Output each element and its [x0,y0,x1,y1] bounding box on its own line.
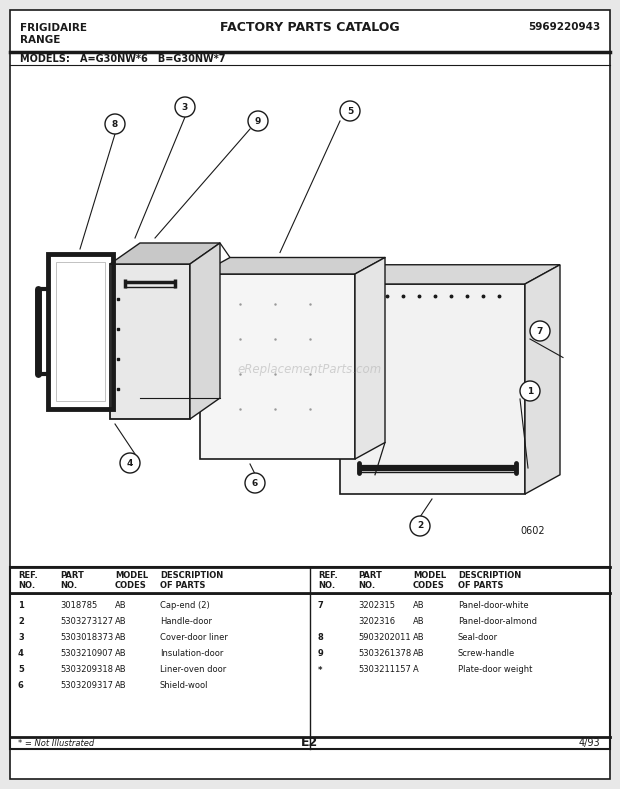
Polygon shape [200,257,385,274]
Polygon shape [110,243,220,264]
Text: CODES: CODES [115,581,147,589]
Text: AB: AB [115,682,126,690]
Text: MODEL: MODEL [413,571,446,581]
Text: 5: 5 [18,665,24,675]
Circle shape [120,453,140,473]
Text: eReplacementParts.com: eReplacementParts.com [238,362,382,376]
Text: 3202316: 3202316 [358,618,395,626]
Text: 3: 3 [18,634,24,642]
Text: 4/93: 4/93 [578,738,600,748]
Text: MODEL: MODEL [115,571,148,581]
Polygon shape [200,274,355,459]
Polygon shape [190,243,220,419]
Text: Liner-oven door: Liner-oven door [160,665,226,675]
Text: 8: 8 [112,119,118,129]
Text: FACTORY PARTS CATALOG: FACTORY PARTS CATALOG [220,21,400,33]
Text: Panel-door-almond: Panel-door-almond [458,618,537,626]
Circle shape [175,97,195,117]
Text: 0602: 0602 [520,526,544,536]
Text: AB: AB [115,665,126,675]
Polygon shape [355,257,385,459]
Circle shape [520,381,540,401]
Text: 5303018373: 5303018373 [60,634,113,642]
Text: Seal-door: Seal-door [458,634,498,642]
Text: 5303211157: 5303211157 [358,665,411,675]
Bar [48,254,113,409]
Text: PART: PART [60,571,84,581]
Text: 3018785: 3018785 [60,601,97,611]
Text: 9: 9 [318,649,324,659]
Circle shape [410,516,430,536]
Text: Shield-wool: Shield-wool [160,682,208,690]
Circle shape [245,473,265,493]
Circle shape [530,321,550,341]
Text: E2: E2 [301,736,319,750]
Text: 4: 4 [127,458,133,468]
Text: Cover-door liner: Cover-door liner [160,634,228,642]
Text: 5903202011: 5903202011 [358,634,410,642]
Text: 3202315: 3202315 [358,601,395,611]
Bar [10,567,610,749]
Polygon shape [340,284,525,494]
Text: Plate-door weight: Plate-door weight [458,665,533,675]
Text: 2: 2 [417,522,423,530]
Text: 7: 7 [537,327,543,335]
Text: Screw-handle: Screw-handle [458,649,515,659]
Text: * = Not Illustrated: * = Not Illustrated [18,739,94,747]
Text: 6: 6 [18,682,24,690]
Text: AB: AB [115,634,126,642]
Text: 5303261378: 5303261378 [358,649,411,659]
Text: NO.: NO. [18,581,35,589]
Text: CODES: CODES [413,581,445,589]
Text: OF PARTS: OF PARTS [458,581,503,589]
Text: NO.: NO. [60,581,77,589]
Text: 4: 4 [18,649,24,659]
Text: 5303210907: 5303210907 [60,649,113,659]
Text: 9: 9 [255,117,261,125]
Text: OF PARTS: OF PARTS [160,581,205,589]
Text: AB: AB [413,634,425,642]
Circle shape [105,114,125,134]
Text: 5303209317: 5303209317 [60,682,113,690]
Text: AB: AB [115,618,126,626]
Text: Cap-end (2): Cap-end (2) [160,601,210,611]
Text: Handle-door: Handle-door [160,618,212,626]
Text: AB: AB [115,601,126,611]
Polygon shape [110,264,190,419]
Text: 6: 6 [252,478,258,488]
Text: A: A [413,665,418,675]
Text: AB: AB [413,649,425,659]
Text: AB: AB [413,601,425,611]
Text: Insulation-door: Insulation-door [160,649,223,659]
Bar [56,262,105,401]
Text: NO.: NO. [318,581,335,589]
Text: RANGE: RANGE [20,35,60,45]
Text: AB: AB [115,649,126,659]
Text: 5303209318: 5303209318 [60,665,113,675]
Text: *: * [318,665,322,675]
Text: 7: 7 [318,601,324,611]
Text: 1: 1 [18,601,24,611]
Text: DESCRIPTION: DESCRIPTION [458,571,521,581]
Text: 3: 3 [182,103,188,111]
Text: 2: 2 [18,618,24,626]
Text: DESCRIPTION: DESCRIPTION [160,571,223,581]
Text: 8: 8 [318,634,324,642]
Text: 5: 5 [347,107,353,115]
Circle shape [340,101,360,121]
Text: 1: 1 [527,387,533,395]
Polygon shape [525,265,560,494]
Text: REF.: REF. [18,571,38,581]
Circle shape [248,111,268,131]
Text: Panel-door-white: Panel-door-white [458,601,529,611]
Text: FRIGIDAIRE: FRIGIDAIRE [20,23,87,33]
Text: NO.: NO. [358,581,375,589]
Text: AB: AB [413,618,425,626]
Text: 5969220943: 5969220943 [528,22,600,32]
Text: 5303273127: 5303273127 [60,618,113,626]
Polygon shape [340,265,560,284]
Text: REF.: REF. [318,571,338,581]
Text: PART: PART [358,571,382,581]
Text: MODELS:   A=G30NW*6   B=G30NW*7: MODELS: A=G30NW*6 B=G30NW*7 [20,54,226,64]
